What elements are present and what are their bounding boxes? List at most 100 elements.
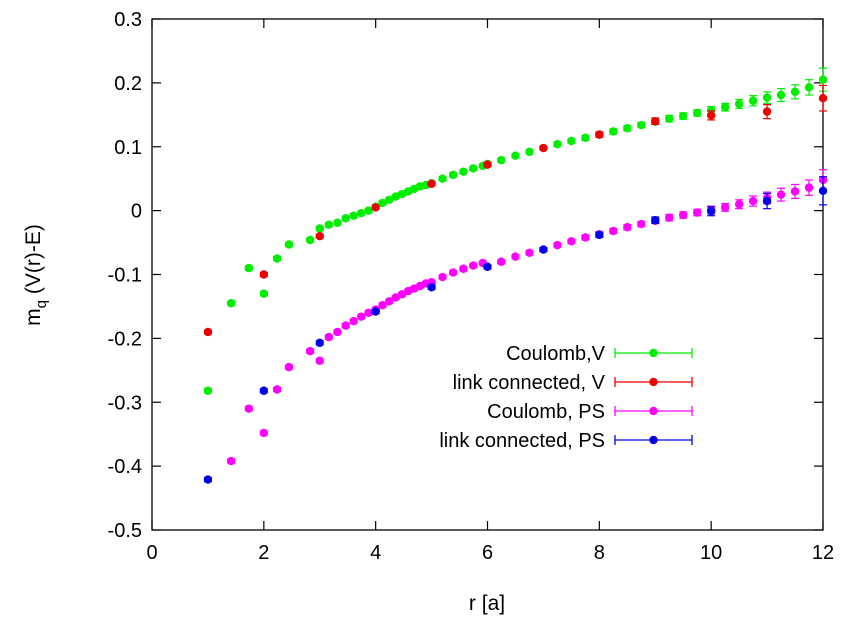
data-point [315,356,324,365]
data-point [595,130,604,139]
data-point [496,155,506,165]
series-1 [203,84,828,337]
data-point [378,198,387,208]
x-tick-label: 8 [594,542,605,564]
x-tick-label: 0 [146,542,157,564]
data-point [391,192,400,201]
data-point [349,316,358,326]
data-point [364,308,373,318]
legend-label: Coulomb, PS [487,401,605,423]
data-point [804,183,814,192]
data-point [665,114,674,123]
data-point [469,261,478,270]
data-point [259,289,269,298]
data-point [357,208,366,218]
data-point [315,231,324,241]
y-tick-label: 0.2 [114,73,142,95]
data-point [203,475,213,484]
data-point [734,99,744,109]
y-axis-label: mq (V(r)-E) [22,224,50,326]
data-point [371,307,380,316]
legend-label: Coulomb,V [506,343,606,365]
data-point [341,214,350,223]
data-point [364,206,373,215]
data-point [539,143,548,153]
data-point [692,208,702,217]
y-axis-label-subscript: q [33,300,50,308]
data-point [438,174,447,183]
data-point [679,210,688,220]
legend: Coulomb,V link connected, V Coulomb, PS lin… [439,343,693,452]
data-point [324,332,334,342]
data-point [748,196,758,206]
data-point [651,216,660,225]
x-tick-label: 6 [482,542,493,564]
axes: 0 2 4 6 8 10 12 -0.5 -0.4 -0.3 -0.2 -0.1 0 0.1 0.2 0.3 [108,9,835,564]
data-point [448,268,458,277]
data-point [259,428,269,438]
plot-frame [151,18,824,531]
data-point [203,386,213,395]
x-axis-label: r [a] [469,592,505,615]
data-point [539,245,548,254]
data-point [525,248,534,257]
x-tick-label: 2 [258,542,269,564]
data-point [397,290,407,299]
data-point [581,133,590,143]
data-point [427,283,436,292]
data-point [305,346,315,356]
y-tick-label: -0.1 [108,265,142,287]
data-point [762,93,772,102]
legend-marker [649,348,658,358]
data-point [349,211,358,220]
data-point [776,190,786,199]
data-point [244,263,254,273]
legend-marker [649,406,658,416]
data-point [284,362,294,372]
data-point [623,124,632,133]
data-point [341,321,350,330]
y-tick-label: -0.2 [108,328,142,350]
data-point [692,108,702,118]
data-point [378,300,387,310]
data-point [720,102,730,112]
data-point [651,117,660,126]
data-point [804,83,814,92]
data-point [448,170,458,180]
data-point [305,235,315,245]
data-point [511,252,520,261]
data-point [315,224,324,233]
y-axis-label-main: m [22,308,45,326]
data-point [333,327,342,337]
data-point [665,213,674,222]
series-3 [203,176,828,484]
data-point [595,230,604,240]
data-point [818,186,828,196]
data-point [427,179,436,188]
data-point [324,220,334,229]
data-point [357,312,366,321]
data-point [790,87,800,97]
data-point [511,151,520,160]
data-point [720,203,730,212]
y-tick-label: 0.1 [114,137,142,159]
data-point [483,262,492,272]
y-tick-label: -0.4 [108,456,142,478]
data-point [553,240,562,250]
data-point [609,127,618,136]
data-point [637,120,646,130]
data-point [315,338,324,348]
data-point [284,240,294,249]
y-tick-label: -0.3 [108,392,142,414]
data-point [226,456,236,466]
data-point [385,195,394,204]
data-point [391,293,400,302]
data-point [762,196,772,206]
data-point [371,203,380,212]
data-point [623,223,632,232]
data-point [762,107,772,116]
data-point [706,207,716,216]
data-point [272,385,282,394]
legend-marker [649,377,658,387]
data-point [776,90,786,100]
